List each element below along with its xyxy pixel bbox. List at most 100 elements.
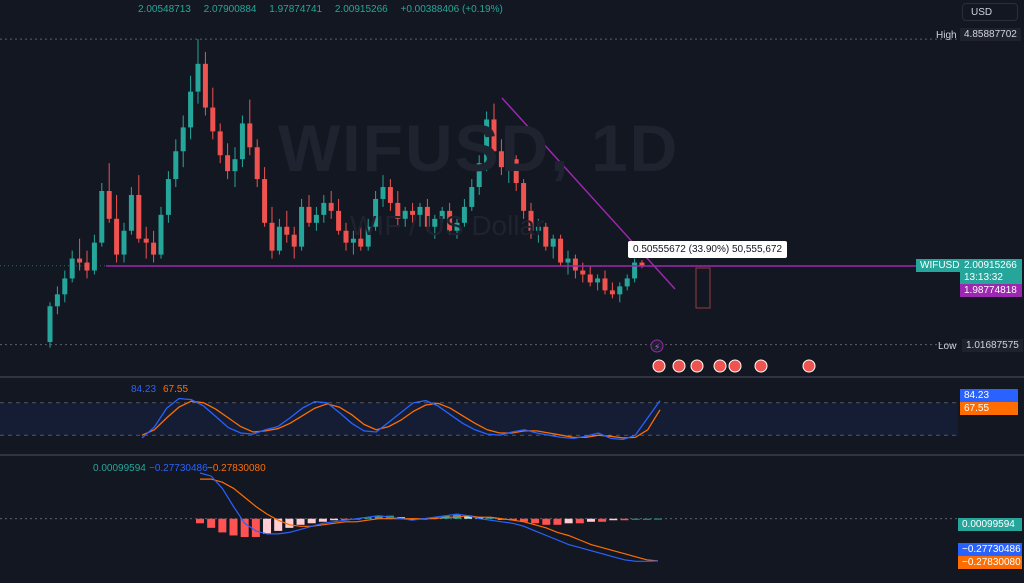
macd-hist-bar bbox=[341, 518, 350, 521]
macd-hist-bar bbox=[374, 515, 383, 519]
event-flag-icon bbox=[652, 359, 666, 373]
macd-hist-bar bbox=[553, 518, 562, 525]
candle-body bbox=[136, 194, 142, 239]
macd-hist-bar bbox=[620, 518, 629, 521]
macd-hist-bar bbox=[631, 518, 640, 520]
candle-body bbox=[254, 147, 260, 180]
stoch-d-line bbox=[141, 400, 661, 439]
candle-body bbox=[165, 179, 171, 215]
macd-hist-bar bbox=[240, 518, 249, 537]
candle-body bbox=[550, 238, 556, 247]
last-price-tag: 2.00915266 bbox=[960, 259, 1022, 272]
macd-hist-bar bbox=[564, 518, 573, 524]
macd-hist-bar bbox=[397, 517, 406, 519]
candle-body bbox=[217, 131, 223, 156]
ohlc-close: 2.00915266 bbox=[334, 4, 388, 15]
candle-body bbox=[535, 226, 541, 231]
candle-body bbox=[299, 206, 305, 247]
candle-body bbox=[572, 258, 578, 271]
candle-body bbox=[506, 159, 512, 168]
candle-body bbox=[210, 107, 216, 132]
macd-hist-bar bbox=[486, 517, 495, 519]
measure-box bbox=[695, 267, 711, 309]
candle-body bbox=[587, 274, 593, 283]
candle-body bbox=[225, 155, 231, 172]
candle-body bbox=[380, 187, 386, 199]
candle-body bbox=[498, 151, 504, 168]
macd-hist-bar bbox=[263, 518, 272, 534]
candle-body bbox=[395, 202, 401, 219]
candle-body bbox=[84, 262, 90, 271]
candle-body bbox=[595, 278, 601, 283]
candle-body bbox=[521, 183, 527, 211]
candle-body bbox=[173, 151, 179, 180]
candle-body bbox=[373, 198, 379, 227]
candle-body bbox=[624, 278, 630, 287]
macd-hist-bar bbox=[430, 517, 439, 519]
macd-hist-bar bbox=[229, 518, 238, 536]
macd-hist-bar bbox=[296, 518, 305, 525]
candle-body bbox=[565, 258, 571, 263]
candle-body bbox=[158, 214, 164, 255]
candle-body bbox=[424, 206, 430, 227]
macd-hist-bar bbox=[531, 518, 540, 524]
macd-hist-bar bbox=[609, 518, 618, 521]
ohlc-low: 1.97874741 bbox=[269, 4, 323, 15]
macd-hist-bar bbox=[475, 517, 484, 519]
currency-button[interactable]: USD bbox=[962, 3, 1018, 21]
macd-hist-bar bbox=[598, 518, 607, 522]
event-flag-icon bbox=[802, 359, 816, 373]
high-value: 4.85887702 bbox=[960, 28, 1021, 41]
stoch-band bbox=[0, 402, 958, 436]
macd-hist-tag: 0.00099594 bbox=[958, 518, 1022, 531]
macd-hist-bar bbox=[519, 518, 528, 522]
macd-signal-line bbox=[200, 478, 659, 562]
macd-signal-tag: −0.27830080 bbox=[958, 556, 1022, 569]
candle-body bbox=[491, 119, 497, 152]
candle-body bbox=[336, 210, 342, 231]
candle-body bbox=[239, 123, 245, 160]
candle-body bbox=[269, 222, 275, 251]
candle-body bbox=[358, 238, 364, 247]
candle-body bbox=[402, 210, 408, 219]
event-markers: ⚡ bbox=[650, 339, 816, 373]
macd-hist-bar bbox=[586, 518, 595, 522]
watermark-name: WIF / US Dollar bbox=[350, 210, 545, 241]
event-flag-icon bbox=[713, 359, 727, 373]
candle-body bbox=[62, 278, 68, 295]
candle-body bbox=[91, 242, 97, 271]
macd-hist-bar bbox=[285, 518, 294, 528]
candle-body bbox=[365, 226, 371, 247]
event-flag-icon bbox=[672, 359, 686, 373]
candle-body bbox=[195, 63, 201, 92]
macd-hist-bar bbox=[274, 518, 283, 531]
ohlc-change: +0.00388406 (+0.19%) bbox=[400, 4, 503, 15]
low-value: 1.01687575 bbox=[962, 339, 1023, 352]
candle-body bbox=[410, 210, 416, 215]
stoch-k-tag: 84.23 bbox=[960, 389, 1018, 402]
candle-body bbox=[99, 191, 105, 243]
candle-body bbox=[151, 242, 157, 255]
candle-body bbox=[188, 91, 194, 128]
high-label: High bbox=[936, 30, 957, 41]
lightning-icon bbox=[650, 339, 664, 353]
macd-hist-bar bbox=[654, 518, 662, 520]
candle-body bbox=[180, 127, 186, 152]
countdown-tag: 13:13:32 bbox=[960, 271, 1022, 284]
macd-hist-bar bbox=[464, 515, 473, 519]
candle-body bbox=[469, 187, 475, 207]
candle-body bbox=[454, 222, 460, 231]
candle-body bbox=[484, 119, 490, 164]
candle-body bbox=[639, 262, 645, 266]
candle-body bbox=[276, 226, 282, 251]
candle-body bbox=[543, 226, 549, 247]
candle-body bbox=[121, 230, 127, 255]
candle-body bbox=[54, 294, 60, 307]
stoch-k-legend: 84.23 bbox=[131, 384, 157, 395]
macd-hist-bar bbox=[307, 518, 316, 524]
lightning-glyph: ⚡ bbox=[654, 343, 660, 353]
candle-body bbox=[447, 210, 453, 231]
candle-body bbox=[47, 306, 53, 343]
